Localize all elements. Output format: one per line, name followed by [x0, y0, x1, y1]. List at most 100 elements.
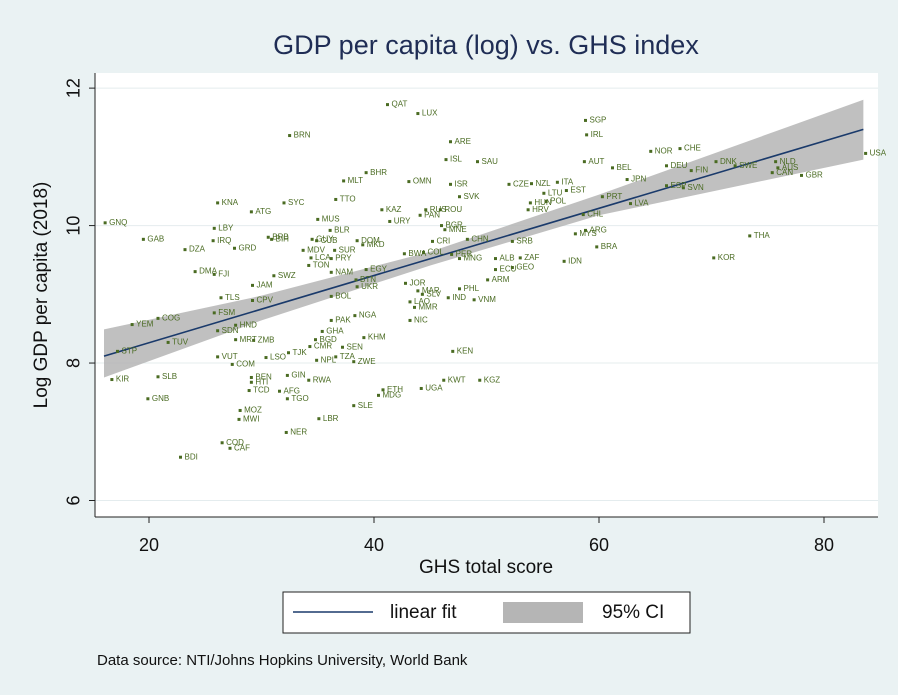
point: [518, 256, 522, 260]
point-label: CAF: [234, 443, 250, 452]
point-label: UGA: [425, 384, 443, 393]
point-label: ARE: [455, 137, 471, 146]
point: [334, 355, 338, 359]
point: [381, 388, 385, 392]
point-label: USA: [870, 149, 887, 158]
point: [230, 362, 234, 366]
point-label: KEN: [457, 346, 474, 355]
point: [380, 208, 384, 212]
point: [486, 278, 490, 282]
point-label: YEM: [136, 320, 154, 329]
point-label: DEU: [671, 161, 688, 170]
point-label: CHE: [684, 144, 701, 153]
point: [472, 298, 476, 302]
point-label: LAO: [414, 297, 430, 306]
point-label: SRB: [516, 236, 532, 245]
point: [301, 248, 305, 252]
point-label: MAR: [422, 286, 440, 295]
point: [307, 263, 311, 267]
point-label: BOL: [335, 291, 352, 300]
point: [212, 311, 216, 315]
point-label: BHR: [370, 168, 387, 177]
point-label: MRT: [240, 335, 257, 344]
point-label: LTU: [548, 188, 563, 197]
point: [278, 389, 281, 393]
point: [329, 270, 333, 274]
point: [354, 278, 358, 282]
point: [665, 184, 668, 188]
point-label: RWA: [313, 375, 332, 384]
point: [442, 378, 446, 382]
point: [352, 404, 356, 408]
point-label: NAM: [335, 267, 353, 276]
point: [364, 171, 368, 175]
point: [422, 250, 425, 254]
point-label: CZE: [513, 179, 529, 188]
point-label: SLV: [426, 289, 441, 298]
point-label: ARM: [492, 275, 510, 284]
point-label: ZMB: [258, 335, 275, 344]
point: [595, 245, 599, 249]
point-label: GUY: [316, 234, 334, 243]
point: [478, 378, 482, 382]
point: [216, 355, 220, 359]
point: [352, 360, 356, 364]
point-label: MNG: [464, 254, 483, 263]
point: [431, 239, 434, 243]
point: [355, 239, 359, 243]
point-label: ECU: [500, 265, 517, 274]
point-label: KNA: [222, 198, 239, 207]
point: [458, 257, 461, 261]
point-label: NZL: [536, 179, 552, 188]
point: [407, 180, 411, 184]
point-label: MUS: [322, 215, 340, 224]
point-label: PRY: [335, 254, 352, 263]
point: [494, 268, 497, 272]
point: [555, 180, 559, 184]
point: [251, 298, 254, 302]
point-label: LSO: [270, 353, 286, 362]
point-label: ISR: [455, 179, 469, 188]
point-label: BWA: [408, 249, 427, 258]
point-label: SEN: [347, 342, 364, 351]
point-label: EST: [570, 186, 586, 195]
point-label: DZA: [189, 245, 206, 254]
point: [714, 160, 718, 164]
point: [416, 112, 420, 116]
point: [103, 221, 107, 225]
x-tick-label: 80: [814, 535, 834, 555]
point-label: GNQ: [109, 218, 127, 227]
point-label: IRL: [591, 130, 604, 139]
point-label: POL: [550, 197, 567, 206]
point: [386, 103, 389, 107]
point-label: BGR: [446, 221, 464, 230]
point-label: AFG: [284, 386, 300, 395]
legend-swatch: [503, 602, 583, 623]
point: [233, 246, 236, 250]
point-label: HRV: [532, 205, 549, 214]
point-label: JAM: [257, 280, 273, 289]
point-label: MDV: [307, 245, 325, 254]
point: [110, 378, 114, 382]
point: [238, 408, 242, 412]
point-label: CMR: [314, 342, 332, 351]
point: [449, 182, 452, 186]
point: [450, 252, 454, 256]
point: [526, 208, 530, 212]
point-label: ZWE: [358, 357, 376, 366]
point-label: GRD: [239, 243, 257, 252]
point: [364, 268, 368, 272]
point: [665, 164, 668, 168]
y-tick-label: 8: [64, 358, 84, 368]
point-label: NIC: [414, 316, 428, 325]
point-label: FJI: [218, 269, 229, 278]
point: [581, 213, 585, 217]
point-label: CAN: [776, 168, 793, 177]
point-label: CRI: [437, 236, 451, 245]
point: [404, 281, 407, 285]
point: [542, 191, 546, 195]
point: [216, 201, 220, 205]
point-label: PHL: [464, 284, 480, 293]
point-label: GIN: [291, 371, 305, 380]
point: [419, 386, 423, 390]
